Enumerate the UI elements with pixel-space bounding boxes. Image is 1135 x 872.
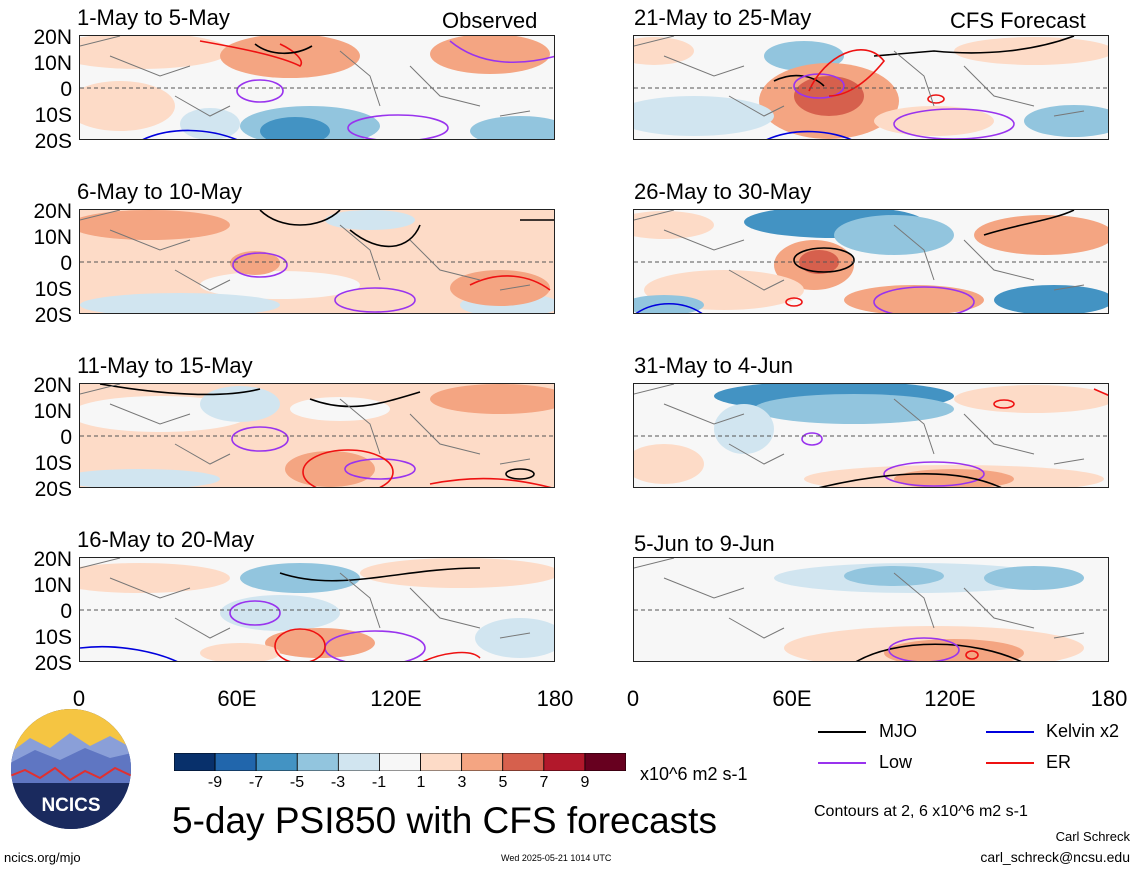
lon-label: 0 [626,686,640,711]
legend-line-kelvin [986,731,1034,733]
lon-label: 120E [370,686,422,711]
legend-label-er: ER [1046,752,1072,772]
colorbar-swatch [379,752,421,772]
lat-label: 20N [33,200,72,223]
author: Carl Schreck [1055,829,1130,844]
colorbar-label: 3 [457,774,467,791]
panel-title: 11-May to 15-May [77,353,253,378]
lat-label: 0 [60,600,72,623]
colorbar-swatch [214,752,257,772]
lat-label: 10S [34,626,72,649]
lon-label: 60E [772,686,812,711]
colorbar-label: -7 [248,774,264,791]
colorbar-label: 7 [539,774,549,791]
lat-label: 20S [34,652,72,675]
colorbar-label: 5 [498,774,508,791]
panel-title: 16-May to 20-May [77,527,255,552]
legend-label-mjo: MJO [879,721,917,741]
colorbar-swatch [502,752,545,772]
lat-label: 20N [33,26,72,49]
map-panel [79,557,555,662]
lat-label: 10N [33,226,72,249]
colorbar-swatch [173,752,216,772]
lat-label: 20N [33,548,72,571]
map-panel [633,209,1109,314]
colorbar-swatch [420,752,463,772]
legend-line-low [818,762,866,764]
map-panel [79,35,555,140]
lat-label: 20S [34,130,72,153]
map-panel [633,383,1109,488]
colorbar-label: -3 [330,774,346,791]
email: carl_schreck@ncsu.edu [980,849,1130,865]
lat-label: 0 [60,252,72,275]
panel-title: 1-May to 5-May [77,5,230,30]
lat-label: 20N [33,374,72,397]
lat-label: 10N [33,52,72,75]
timestamp: Wed 2025-05-21 1014 UTC [501,853,612,863]
lon-label: 0 [72,686,86,711]
panel-title: 5-Jun to 9-Jun [634,531,775,556]
panel-title: 6-May to 10-May [77,179,243,204]
panel-tag-observed: Observed [442,8,538,33]
map-panel [633,35,1109,140]
colorbar-label: -1 [371,774,387,791]
url: ncics.org/mjo [4,850,81,865]
lat-label: 10N [33,574,72,597]
lat-label: 20S [34,478,72,501]
colorbar-swatch [255,752,298,772]
colorbar-label: 9 [580,774,590,791]
panel-title: 31-May to 4-Jun [634,353,793,378]
colorbar-swatch [461,752,504,772]
legend-label-kelvin: Kelvin x2 [1046,721,1120,741]
logo-text: NCICS [41,795,100,816]
colorbar-label: -5 [289,774,305,791]
map-panel [79,383,555,488]
panel-title: 26-May to 30-May [634,179,812,204]
lat-label: 0 [60,78,72,101]
colorbar-swatch [296,752,339,772]
legend-line-mjo [818,731,866,733]
lat-label: 0 [60,426,72,449]
ncics-logo: NCICS [10,708,132,830]
lon-label: 120E [924,686,976,711]
lat-label: 20S [34,304,72,327]
legend-label-low: Low [879,752,913,772]
colorbar-swatch [543,752,586,772]
colorbar-label: 1 [416,774,426,791]
lat-label: 10N [33,400,72,423]
colorbar-swatch [584,752,627,772]
main-title: 5-day PSI850 with CFS forecasts [172,800,717,841]
colorbar-label: -9 [207,774,223,791]
lat-label: 10S [34,278,72,301]
colorbar-units: x10^6 m2 s-1 [640,764,748,784]
panel-tag-forecast: CFS Forecast [950,8,1086,33]
lon-label: 60E [217,686,257,711]
legend-line-er [986,762,1034,764]
map-panel [79,209,555,314]
panel-title: 21-May to 25-May [634,5,812,30]
colorbar [173,752,627,772]
contours-note: Contours at 2, 6 x10^6 m2 s-1 [814,803,1028,820]
colorbar-swatch [337,752,380,772]
lat-label: 10S [34,452,72,475]
lon-label: 180 [1090,686,1128,711]
lon-label: 180 [536,686,574,711]
lat-label: 10S [34,104,72,127]
map-panel [633,557,1109,662]
